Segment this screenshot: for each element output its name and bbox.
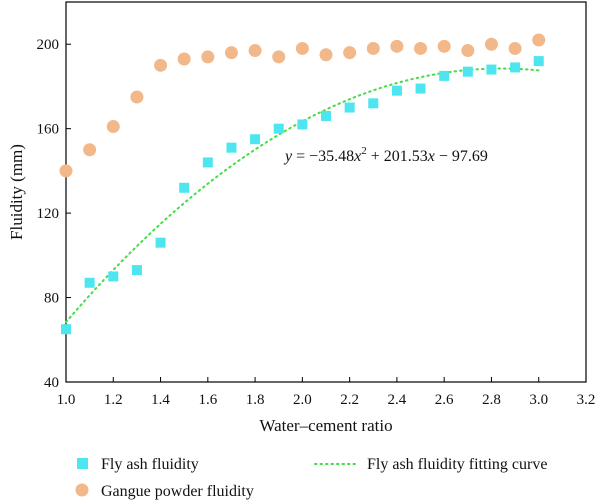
fly-ash-point	[273, 123, 284, 134]
x-tick-label: 2.4	[388, 392, 407, 408]
y-tick-label: 120	[37, 206, 60, 222]
fly-ash-point	[202, 157, 213, 168]
fly-ash-point	[439, 70, 450, 81]
fly-ash-point	[179, 182, 190, 193]
y-tick-label: 40	[44, 375, 59, 391]
fit-curve-layer	[65, 67, 540, 324]
legend-marker-fly-ash	[77, 458, 88, 469]
x-tick-label: 2.6	[435, 392, 454, 408]
gangue-point	[224, 46, 238, 60]
gangue-point	[414, 41, 428, 55]
x-tick-label: 1.2	[104, 392, 123, 408]
fly-ash-point	[321, 111, 331, 121]
fly-ash-point	[391, 85, 402, 96]
fly-ash-point	[155, 237, 166, 248]
x-tick-label: 1.0	[57, 392, 76, 408]
gangue-point	[532, 33, 546, 47]
fly-ash-point	[368, 98, 379, 109]
eq-y: y	[283, 148, 293, 165]
fly-ash-point	[462, 66, 473, 77]
fly-ash-point	[226, 142, 237, 153]
gangue-point	[343, 46, 357, 60]
x-tick-label: 1.4	[151, 392, 170, 408]
gangue-point	[319, 48, 333, 62]
gangue-point	[83, 143, 97, 157]
eq-part-b: + 201.53	[367, 148, 428, 165]
fly-ash-point	[84, 277, 95, 288]
fly-ash-point	[510, 62, 521, 73]
x-tick-label: 3.2	[577, 392, 596, 408]
gangue-point	[484, 37, 498, 51]
fly-ash-point	[344, 102, 355, 113]
gangue-point	[508, 41, 522, 55]
eq-x2: x	[427, 148, 435, 165]
fit-equation: y = −35.48x2 + 201.53x − 97.69	[283, 145, 488, 165]
x-tick-label: 2.8	[482, 392, 501, 408]
gangue-point	[106, 120, 120, 134]
gangue-point	[461, 44, 475, 58]
eq-part-a: = −35.48	[292, 148, 354, 165]
plot-frame	[65, 1, 587, 383]
gangue-point	[177, 52, 191, 66]
x-tick-label: 3.0	[529, 392, 548, 408]
markers-layer	[59, 33, 546, 335]
legend: Fly ash fluidity Fly ash fluidity fittin…	[75, 456, 547, 500]
y-tick-label: 80	[44, 291, 59, 307]
gangue-point	[130, 90, 144, 104]
x-tick-label: 1.8	[246, 392, 265, 408]
fit-curve-line	[65, 67, 540, 324]
fly-ash-point	[533, 56, 544, 67]
eq-part-c: − 97.69	[435, 148, 488, 165]
fly-ash-point	[415, 83, 426, 94]
fly-ash-point	[61, 324, 71, 335]
gangue-point	[201, 50, 215, 64]
legend-label-fit-curve: Fly ash fluidity fitting curve	[367, 456, 547, 473]
gangue-point	[437, 39, 451, 53]
gangue-point	[366, 41, 380, 55]
legend-label-gangue: Gangue powder fluidity	[101, 483, 254, 500]
x-axis-title: Water–cement ratio	[259, 416, 392, 435]
y-axis-title: Fluidity (mm)	[7, 144, 26, 240]
fly-ash-point	[250, 134, 261, 145]
eq-sup: 2	[361, 145, 367, 157]
x-tick-label: 1.6	[198, 392, 217, 408]
gangue-point	[272, 50, 286, 64]
axis-ticks: 1.0 1.2 1.4 1.6 1.8 2.0 2.2 2.4 2.6 2.8 3.0 3.2 40 80…	[37, 37, 596, 408]
eq-x1: x	[353, 148, 361, 165]
y-tick-label: 200	[37, 37, 60, 53]
gangue-point	[59, 164, 73, 178]
legend-marker-gangue	[75, 483, 89, 497]
fly-ash-point	[131, 265, 142, 276]
x-tick-label: 2.0	[293, 392, 312, 408]
gangue-point	[154, 58, 168, 72]
fly-ash-point	[297, 119, 308, 130]
gangue-point	[295, 41, 309, 55]
gangue-point	[248, 44, 262, 58]
y-tick-label: 160	[37, 122, 60, 138]
fly-ash-point	[108, 271, 119, 282]
legend-label-fly-ash: Fly ash fluidity	[101, 456, 199, 473]
fly-ash-point	[486, 64, 497, 75]
x-tick-label: 2.2	[340, 392, 359, 408]
gangue-point	[390, 39, 404, 53]
